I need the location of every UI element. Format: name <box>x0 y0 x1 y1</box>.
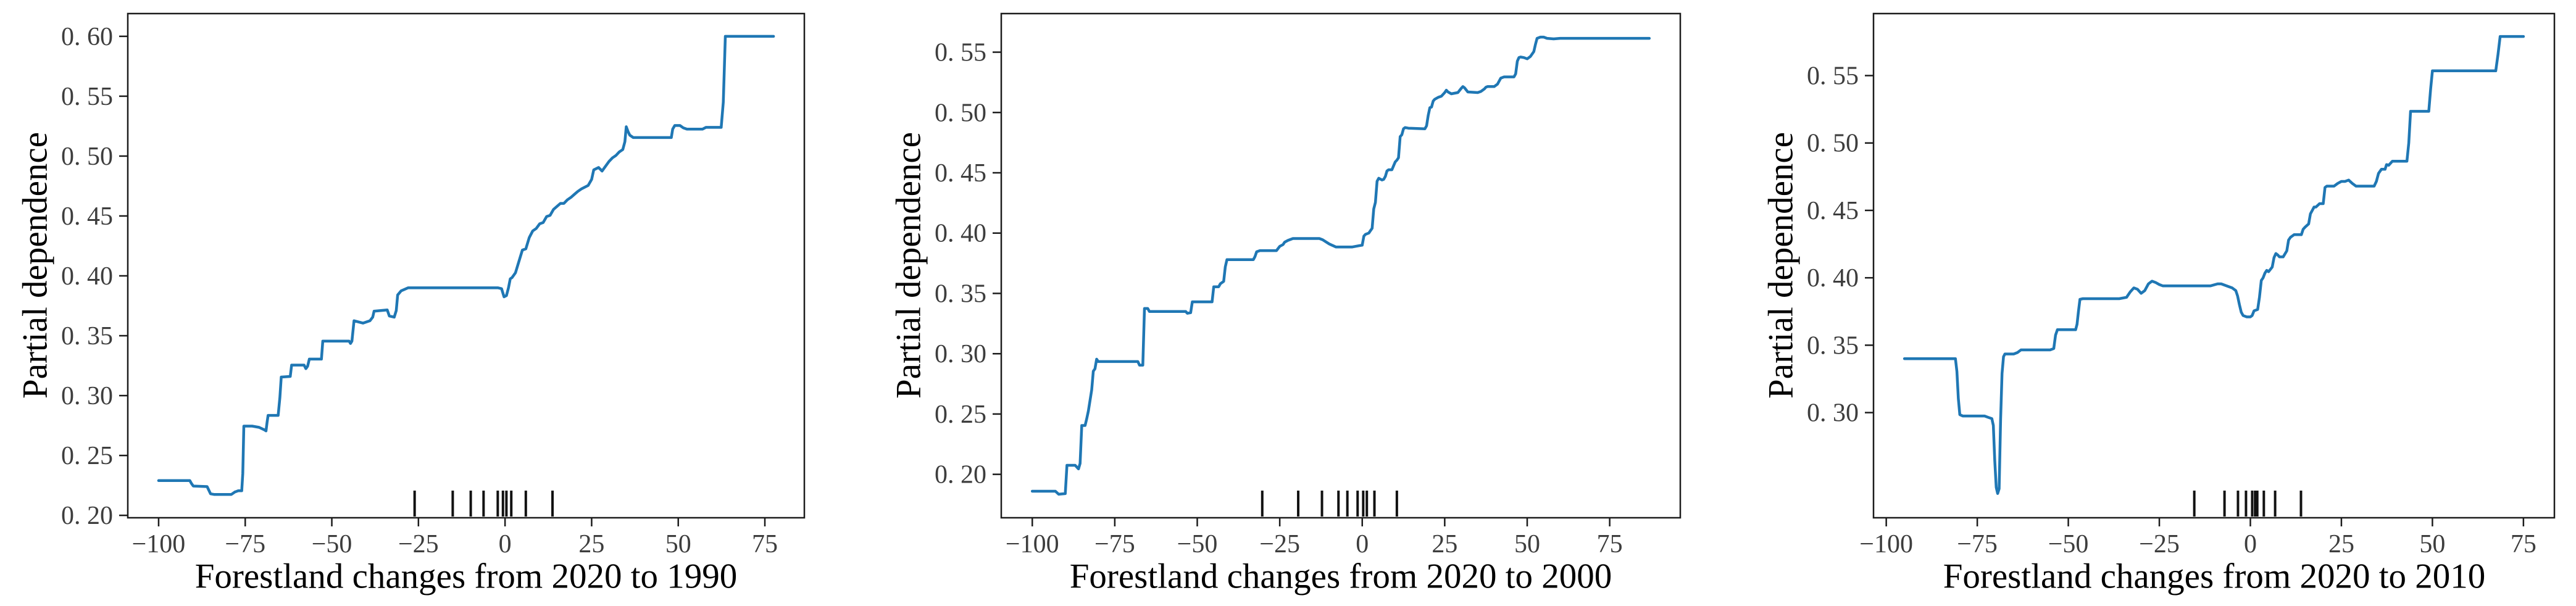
y-tick-label: 0. 45 <box>935 159 986 188</box>
y-tick-label: 0. 45 <box>61 202 113 231</box>
y-tick-label: 0. 35 <box>61 322 113 351</box>
y-tick-label: 0. 30 <box>61 382 113 410</box>
x-axis-label: Forestland changes from 2020 to 1990 <box>194 557 738 596</box>
y-tick-label: 0. 20 <box>935 461 986 489</box>
x-tick-label: −25 <box>2139 530 2180 558</box>
x-tick-label: 25 <box>578 530 604 558</box>
x-tick-label: 25 <box>2328 530 2354 558</box>
pdp-plot-2000: −100 −75 −50 −25 0 25 50 75 0. 20 0. 25 0. 30 0. 35… <box>935 12 1682 558</box>
y-tick-label: 0. 40 <box>1807 264 1859 293</box>
x-axis-label: Forestland changes from 2020 to 2000 <box>1069 557 1612 596</box>
y-tick-label: 0. 30 <box>935 340 986 368</box>
x-tick-label: −100 <box>1859 530 1913 558</box>
x-tick-label: −100 <box>1006 530 1059 558</box>
x-tick-label: 0 <box>2244 530 2257 558</box>
y-axis-label: Partial dependence <box>1761 131 1801 399</box>
x-tick-label: −75 <box>225 530 265 558</box>
y-tick-label: 0. 40 <box>935 220 986 248</box>
y-tick-label: 0. 55 <box>61 83 113 111</box>
pdp-curve <box>1903 35 2525 495</box>
y-axis-label: Partial dependence <box>889 131 928 399</box>
y-tick-label: 0. 50 <box>1807 130 1859 158</box>
panel-forestland-1990: −100 −75 −50 −25 0 25 50 75 0. 20 0. 25 0. 30 0. 35… <box>0 0 859 606</box>
y-tick-label: 0. 50 <box>935 99 986 127</box>
x-tick-label: 75 <box>1597 530 1623 558</box>
y-tick-label: 0. 25 <box>61 442 113 470</box>
pdp-plot-2010: −100 −75 −50 −25 0 25 50 75 0. 30 0. 35 0. 40 0. 45… <box>1807 12 2556 558</box>
pdp-curve <box>157 35 775 496</box>
x-tick-label: −75 <box>1094 530 1135 558</box>
panel-forestland-2000: −100 −75 −50 −25 0 25 50 75 0. 20 0. 25 0. 30 0. 35… <box>859 0 1717 606</box>
y-tick-label: 0. 35 <box>935 280 986 308</box>
x-tick-label: 75 <box>2511 530 2536 558</box>
y-tick-label: 0. 45 <box>1807 197 1859 225</box>
x-tick-label: 50 <box>665 530 691 558</box>
y-tick-label: 0. 60 <box>61 23 113 51</box>
x-tick-label: −25 <box>398 530 439 558</box>
x-tick-label: 50 <box>1514 530 1540 558</box>
x-tick-label: 75 <box>752 530 778 558</box>
y-tick-label: 0. 30 <box>1807 399 1859 428</box>
y-tick-label: 0. 25 <box>935 401 986 429</box>
x-tick-label: −75 <box>1957 530 1998 558</box>
y-tick-label: 0. 20 <box>61 502 113 530</box>
panel-forestland-2010: −100 −75 −50 −25 0 25 50 75 0. 30 0. 35 0. 40 0. 45… <box>1717 0 2576 606</box>
y-tick-label: 0. 55 <box>935 39 986 67</box>
plot-frame <box>1872 12 2556 519</box>
pdp-curve <box>1030 35 1651 496</box>
y-tick-label: 0. 50 <box>61 143 113 171</box>
plot-frame <box>1000 12 1682 519</box>
x-tick-label: −25 <box>1259 530 1300 558</box>
x-tick-label: −100 <box>132 530 186 558</box>
x-axis-label: Forestland changes from 2020 to 2010 <box>1943 557 2486 596</box>
x-tick-label: 25 <box>1432 530 1457 558</box>
pdp-plot-1990: −100 −75 −50 −25 0 25 50 75 0. 20 0. 25 0. 30 0. 35… <box>61 12 806 558</box>
y-axis-label: Partial dependence <box>15 131 55 399</box>
x-tick-label: −50 <box>1177 530 1218 558</box>
y-tick-label: 0. 35 <box>1807 331 1859 360</box>
x-tick-label: −50 <box>312 530 352 558</box>
x-tick-label: 50 <box>2419 530 2445 558</box>
y-tick-label: 0. 40 <box>61 262 113 291</box>
x-tick-label: 0 <box>1356 530 1369 558</box>
y-tick-label: 0. 55 <box>1807 62 1859 90</box>
x-tick-label: 0 <box>499 530 512 558</box>
plot-frame <box>127 12 806 519</box>
x-tick-label: −50 <box>2048 530 2089 558</box>
